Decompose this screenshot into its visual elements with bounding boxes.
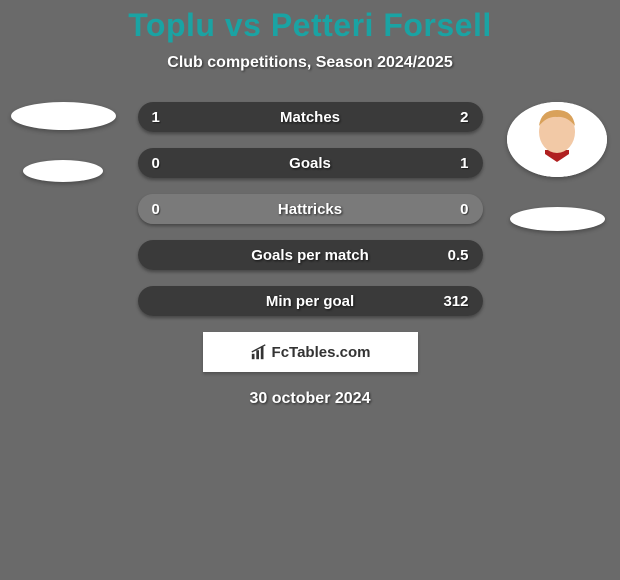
player-right-team-logo — [510, 207, 605, 231]
stat-left-value: 0 — [152, 155, 182, 172]
bar-chart-icon — [250, 343, 268, 361]
stat-left-value: 1 — [152, 109, 182, 126]
stat-label: Matches — [280, 109, 340, 126]
player-left-photo — [11, 102, 116, 130]
stat-row: 1 Matches 2 — [138, 102, 483, 132]
stat-row: Goals per match 0.5 — [138, 240, 483, 270]
title-player-right: Petteri Forsell — [271, 7, 492, 43]
player-right-photo — [507, 102, 607, 177]
stats-area: 1 Matches 2 0 Goals 1 0 Hattricks 0 Goals per mat… — [0, 102, 620, 316]
player-left-column — [8, 102, 118, 182]
comparison-card: Toplu vs Petteri Forsell Club competitio… — [0, 0, 620, 580]
player-right-face-icon — [507, 102, 607, 177]
stat-label: Goals — [289, 155, 331, 172]
stat-right-value: 2 — [439, 109, 469, 126]
stat-label: Hattricks — [278, 201, 342, 218]
stat-row: Min per goal 312 — [138, 286, 483, 316]
stat-right-value: 0.5 — [439, 247, 469, 264]
player-left-team-logo — [23, 160, 103, 182]
brand-banner-label: FcTables.com — [272, 344, 371, 361]
page-title: Toplu vs Petteri Forsell — [0, 6, 620, 44]
brand-banner-content: FcTables.com — [250, 343, 371, 361]
date-label: 30 october 2024 — [0, 390, 620, 408]
title-vs: vs — [225, 7, 262, 43]
stat-label: Min per goal — [266, 293, 354, 310]
subtitle: Club competitions, Season 2024/2025 — [0, 54, 620, 72]
stat-right-value: 0 — [439, 201, 469, 218]
stat-row: 0 Goals 1 — [138, 148, 483, 178]
stat-row: 0 Hattricks 0 — [138, 194, 483, 224]
stat-left-value: 0 — [152, 201, 182, 218]
brand-banner[interactable]: FcTables.com — [203, 332, 418, 372]
stat-label: Goals per match — [251, 247, 369, 264]
stat-right-value: 1 — [439, 155, 469, 172]
player-right-column — [502, 102, 612, 231]
title-player-left: Toplu — [128, 7, 215, 43]
stat-right-value: 312 — [439, 293, 469, 310]
